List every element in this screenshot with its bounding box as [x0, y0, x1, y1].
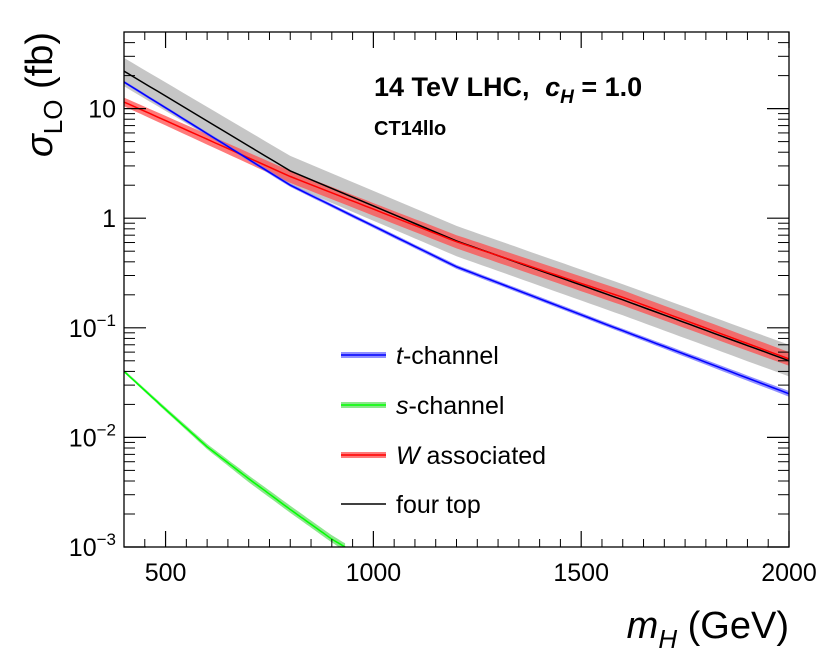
w-associated-uncertainty-band [124, 97, 789, 366]
legend-label-four-top: four top [396, 491, 481, 519]
y-tick-label: 10−2 [69, 420, 116, 452]
x-tick-label: 1500 [553, 559, 609, 587]
x-tick-label: 500 [145, 559, 187, 587]
y-tick-label: 10 [88, 96, 116, 124]
y-tick-label: 10−1 [69, 311, 116, 343]
legend-label-t-channel: t-channel [396, 342, 499, 370]
s-channel-uncertainty-band [124, 369, 346, 547]
s-channel-curve [124, 370, 346, 547]
x-axis-title: mH (GeV) [627, 605, 789, 654]
y-tick-label: 1 [102, 205, 116, 233]
legend-label-w-associated: W associated [396, 442, 546, 470]
energy-annotation: 14 TeV LHC, cH = 1.0 [374, 72, 642, 108]
x-tick-label: 1000 [346, 559, 402, 587]
y-tick-label: 10−3 [69, 530, 116, 562]
y-axis-title: σLO (fb) [19, 32, 68, 157]
legend: t-channel s-channel W associated four top [341, 342, 546, 519]
legend-label-s-channel: s-channel [396, 392, 504, 420]
x-tick-label: 2000 [761, 559, 817, 587]
pdf-annotation: CT14llo [374, 118, 446, 140]
t-channel-curve [124, 81, 789, 395]
